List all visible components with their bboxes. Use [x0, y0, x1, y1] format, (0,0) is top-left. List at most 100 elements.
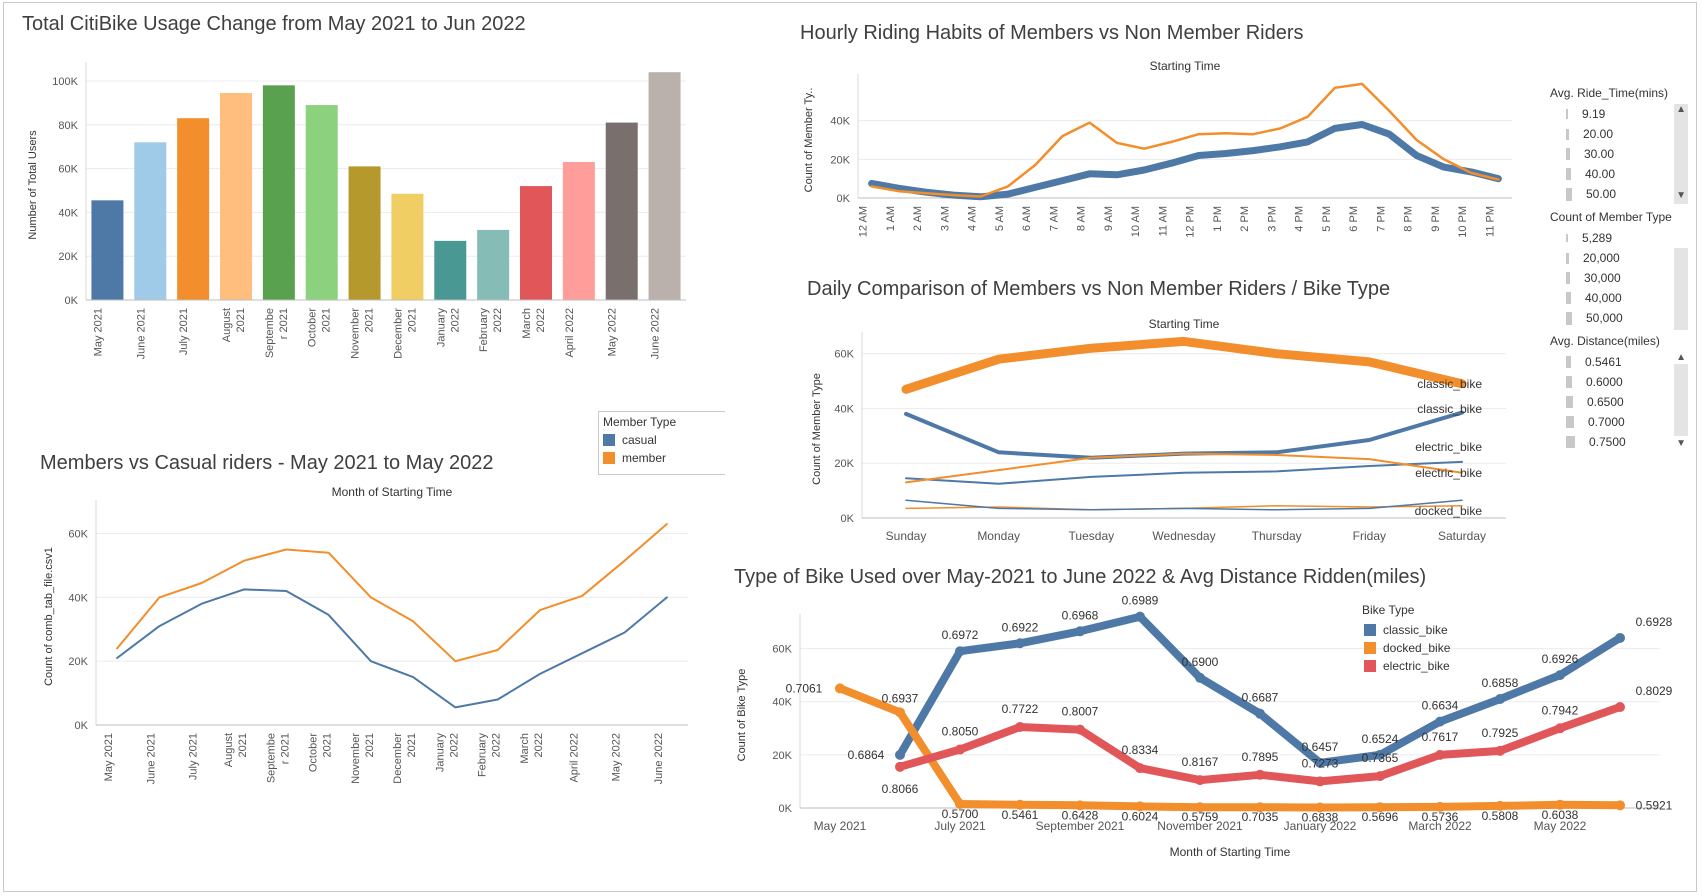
biketype-data-point: [955, 646, 965, 657]
usage-xtick-label: May 2021: [92, 308, 104, 356]
biketype-data-label: 0.6858: [1482, 676, 1519, 690]
hourly-xtick-label: 7 PM: [1375, 206, 1387, 232]
ride-time-value: 30.00: [1584, 147, 1615, 161]
daily-ytick-label: 0K: [841, 513, 855, 525]
legend-label-member: member: [622, 451, 667, 465]
biketype-data-point: [1435, 801, 1445, 812]
casual-xtick-label: May 2021: [103, 733, 115, 781]
dashboard-frame: [3, 2, 1697, 892]
biketype-data-label: 0.6524: [1362, 732, 1399, 746]
casual-xtick-label: 2022: [533, 733, 545, 757]
size-mark: [1566, 436, 1575, 448]
legend-item-electric-bike[interactable]: electric_bike: [1360, 657, 1500, 675]
daily-end-label: classic_bike: [1417, 377, 1482, 391]
usage-bar: [305, 105, 338, 300]
size-mark: [1566, 396, 1573, 408]
hourly-xtick-label: 10 AM: [1130, 206, 1142, 237]
biketype-data-label: 0.5461: [1002, 808, 1039, 822]
legend-item-casual[interactable]: casual: [599, 431, 725, 449]
daily-series-line: [905, 460, 1463, 485]
chevron-up-icon[interactable]: ▲: [1676, 104, 1686, 115]
hourly-xtick-label: 10 PM: [1457, 206, 1469, 238]
daily-xtick-label: Friday: [1353, 529, 1386, 543]
legend-swatch-electric-bike: [1364, 660, 1376, 672]
casual-xtick-label: r 2021: [279, 733, 291, 764]
size-mark: [1566, 376, 1572, 388]
member-type-legend: Member Type casual member: [598, 411, 725, 475]
biketype-data-point: [1615, 632, 1625, 643]
biketype-data-point: [835, 683, 845, 694]
size-mark: [1566, 416, 1574, 428]
biketype-data-label: 0.6989: [1122, 594, 1159, 608]
biketype-data-label: 0.6922: [1002, 620, 1039, 634]
hourly-xtick-label: 7 AM: [1048, 206, 1060, 231]
daily-title: Daily Comparison of Members vs Non Membe…: [807, 278, 1391, 300]
biketype-data-label: 0.6900: [1182, 655, 1219, 669]
distance-value: 0.6500: [1587, 395, 1624, 409]
chevron-down-icon[interactable]: ▼: [1676, 190, 1686, 201]
biketype-data-point: [1615, 702, 1625, 713]
usage-bar: [520, 186, 552, 300]
size-mark: [1566, 252, 1569, 264]
biketype-data-point: [1555, 723, 1565, 734]
usage-ytick-label: 20K: [58, 251, 78, 263]
biketype-data-point: [955, 744, 965, 755]
casual-xtick-label: February: [477, 733, 489, 778]
ride-time-item: 30.00: [1550, 144, 1690, 164]
biketype-data-point: [1255, 802, 1265, 813]
biketype-data-point: [1075, 724, 1085, 735]
biketype-data-point: [1375, 802, 1385, 813]
size-mark: [1566, 187, 1572, 201]
usage-xtick-label: November: [350, 308, 362, 359]
casual-xtick-label: 2021: [237, 733, 249, 757]
biketype-data-point: [1435, 749, 1445, 760]
daily-xtick-label: Wednesday: [1152, 529, 1215, 543]
biketype-data-point: [1375, 771, 1385, 782]
biketype-data-point: [1015, 638, 1025, 649]
ride-time-value: 20.00: [1583, 127, 1614, 141]
ride-time-scrollbar[interactable]: [1674, 104, 1688, 204]
chevron-up-icon[interactable]: ▲: [1676, 352, 1686, 363]
size-mark: [1566, 311, 1572, 325]
usage-xtick-label: 2022: [449, 308, 461, 332]
daily-end-label: docked_bike: [1415, 504, 1483, 518]
casual-xtick-label: June 2022: [653, 733, 665, 784]
biketype-data-label: 0.8334: [1122, 743, 1159, 757]
distance-value: 0.6000: [1586, 375, 1623, 389]
legend-item-docked-bike[interactable]: docked_bike: [1360, 639, 1500, 657]
legend-item-member[interactable]: member: [599, 449, 725, 467]
biketype-data-point: [1615, 800, 1625, 811]
biketype-data-point: [1435, 716, 1445, 727]
biketype-data-point: [955, 799, 965, 810]
usage-xtick-label: May 2022: [607, 308, 619, 356]
biketype-data-label: 0.7722: [1002, 702, 1039, 716]
distance-value: 0.5461: [1585, 355, 1622, 369]
casual-xtick-label: June 2021: [145, 733, 157, 784]
member-count-scrollbar[interactable]: [1674, 248, 1688, 330]
biketype-data-point: [1255, 708, 1265, 719]
biketype-xtick-label: November 2021: [1157, 819, 1243, 833]
size-mark: [1566, 148, 1570, 160]
usage-ytick-label: 40K: [58, 207, 78, 219]
biketype-data-label: 0.7273: [1302, 756, 1339, 770]
legend-swatch-docked-bike: [1364, 642, 1376, 654]
distance-item: 0.6000: [1550, 372, 1690, 392]
distance-scrollbar[interactable]: [1674, 364, 1688, 436]
biketype-ytick-label: 40K: [772, 697, 792, 709]
size-mark: [1566, 356, 1571, 368]
casual-xtick-label: October: [308, 733, 320, 772]
biketype-data-point: [1075, 800, 1085, 811]
legend-item-classic-bike[interactable]: classic_bike: [1360, 621, 1500, 639]
distance-item: 0.7500: [1550, 432, 1690, 452]
usage-xtick-label: February: [478, 308, 490, 353]
biketype-data-point: [1015, 799, 1025, 810]
member-type-legend-title: Member Type: [603, 415, 677, 429]
casual-xtick-label: March: [519, 733, 531, 764]
distance-legend: Avg. Distance(miles) ▲ ▼ 0.5461 0.6000 0…: [1550, 334, 1690, 452]
biketype-data-point: [1135, 763, 1145, 774]
chevron-down-icon[interactable]: ▼: [1676, 438, 1686, 449]
daily-xtick-label: Thursday: [1252, 529, 1302, 543]
biketype-data-point: [1555, 799, 1565, 810]
casual-xtick-label: 2022: [448, 733, 460, 757]
biketype-data-label: 0.6937: [882, 691, 919, 705]
